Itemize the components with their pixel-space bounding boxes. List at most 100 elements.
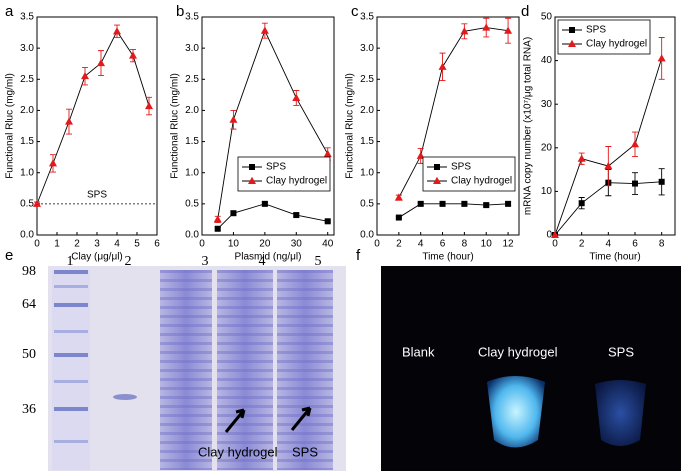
y-tick-label: 40 [541,55,553,66]
x-tick-label: 0 [552,239,558,250]
legend-label: Clay hydrogel [586,39,647,50]
y-tick-label: 1.0 [360,167,374,178]
tube-glow [487,376,545,448]
y-tick-label: 0.0 [20,230,34,241]
x-tick-label: 4 [606,239,612,250]
panel-letter: a [5,3,14,20]
y-axis-label: Functional Rluc (mg/ml) [170,73,181,179]
size-marker: 98 [22,264,36,279]
marker [657,54,666,62]
chart: b 0.0 0.5 1.0 1.5 2.0 2.5 3.0 3.5 0 10 20 30 40 Plasmi… [170,3,335,263]
x-tick-label: 10 [228,239,240,250]
chart: a 0.0 0.5 1.0 1.5 2.0 2.5 3.0 3.5 0 1 2 3 4 5 6 Clay (μg… [5,3,161,263]
y-tick-label: 1.5 [360,136,374,147]
marker [129,51,137,59]
plot-frame [36,16,158,236]
legend-marker [433,176,441,184]
sample-label: SPS [608,344,634,359]
y-tick-label: 3.0 [360,43,374,54]
x-tick-label: 2 [74,239,80,250]
marker [482,23,491,31]
marker [460,27,469,35]
x-tick-label: 0 [199,239,205,250]
y-tick-label: 2.0 [360,105,374,116]
x-tick-label: 0 [374,239,380,250]
x-tick-label: 1 [54,239,60,250]
legend-marker [568,39,576,47]
x-axis-label: Clay (μg/μl) [71,252,123,263]
legend-marker [569,27,575,33]
legend-label: SPS [586,25,606,36]
y-tick-label: 1.0 [20,167,34,178]
x-tick-label: 5 [134,239,140,250]
x-tick-label: 6 [440,239,446,250]
lane-number: 3 [202,254,209,269]
marker [461,200,468,207]
gel-band [113,394,137,400]
series-line [398,203,509,218]
marker [261,200,268,207]
legend-label: SPS [266,162,286,173]
y-tick-label: 2.0 [20,105,34,116]
panel-letter: b [176,3,184,20]
marker [438,62,447,70]
marker [483,202,490,209]
size-marker: 64 [22,297,36,312]
gel-band [54,380,88,383]
marker [230,210,237,217]
arrow [224,408,246,433]
gel-band [54,353,88,357]
size-marker: 36 [22,402,36,417]
y-tick-label: 50 [541,12,553,23]
y-tick-label: 0.5 [185,198,199,209]
gel-band [54,303,88,307]
x-tick-label: 10 [481,239,493,250]
x-tick-label: 3 [94,239,100,250]
marker [113,27,121,35]
y-tick-label: 3.5 [20,12,34,23]
x-tick-label: 4 [114,239,120,250]
marker [604,161,613,170]
marker [578,200,585,207]
lane-number: 5 [315,254,322,269]
x-tick-label: 8 [462,239,468,250]
marker [658,178,665,185]
marker [229,115,238,123]
gel-lane [277,270,333,470]
marker [49,159,57,167]
gel-band [54,270,88,274]
tube-glow [595,380,646,446]
x-tick-label: 8 [659,239,665,250]
marker [145,101,153,110]
legend-box [237,156,331,192]
y-tick-label: 2.5 [185,74,199,85]
gel-annotation: SPS [292,444,318,459]
plot-frame [554,16,676,236]
lane-number: 2 [125,254,132,269]
x-tick-label: 4 [418,239,424,250]
gel-band [54,285,88,288]
plot-frame [376,16,520,236]
series-line [36,30,150,205]
legend-box [557,19,651,55]
marker [214,225,221,232]
sample-label: Blank [402,344,435,359]
gel-annotation: Clay hydrogel [198,444,278,459]
arrow [290,406,312,431]
lane-number: 1 [67,254,74,269]
series-line [217,203,328,230]
y-tick-label: 2.0 [185,105,199,116]
marker [577,154,586,162]
x-axis-label: Time (hour) [589,252,640,263]
x-tick-label: 12 [503,239,515,250]
x-axis-label: Plasmid (ng/μl) [235,252,302,263]
sample-label: Clay hydrogel [478,344,558,359]
y-tick-label: 3.0 [185,43,199,54]
y-tick-label: 1.0 [185,167,199,178]
panel-letter: d [521,3,529,20]
panel-letter: f [356,247,361,264]
gel-panel: e 98 64 50 36 1 2 3 4 5 Clay hydrogel SP… [5,247,346,471]
marker [417,200,424,207]
y-axis-label: mRNA copy number (x10⁷/μg total RNA) [523,37,534,215]
y-tick-label: 2.5 [360,74,374,85]
